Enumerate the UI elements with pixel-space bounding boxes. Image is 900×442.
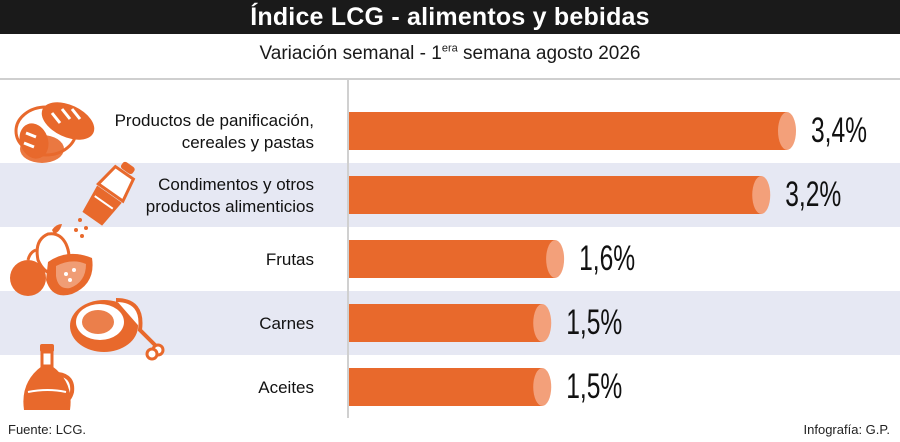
bar-cap	[752, 176, 771, 214]
bar	[349, 240, 556, 278]
meat-icon	[70, 298, 165, 361]
bar-cap	[546, 240, 565, 278]
category-label: cereales y pastas	[182, 133, 314, 152]
source-note: Fuente: LCG.	[8, 422, 87, 437]
bars	[349, 112, 796, 406]
category-label: Carnes	[259, 314, 314, 333]
chart-subtitle: Variación semanal - 1era semana agosto 2…	[0, 34, 900, 74]
chart-title: Índice LCG - alimentos y bebidas	[0, 0, 900, 34]
bar	[349, 176, 762, 214]
value-label: 1,5%	[566, 367, 622, 406]
bar	[349, 368, 543, 406]
bar-cap	[778, 112, 796, 150]
bar-cap	[533, 304, 552, 342]
value-labels: 3,4% 3,2% 1,6% 1,5% 1,5%	[566, 111, 867, 406]
category-label: Condimentos y otros	[158, 175, 314, 194]
subtitle-superscript: era	[441, 42, 458, 55]
header-rule	[0, 78, 900, 80]
value-label: 1,6%	[579, 239, 635, 278]
category-label: Productos de panificación,	[115, 111, 314, 130]
bar	[349, 112, 787, 150]
category-label: Frutas	[266, 250, 314, 269]
oil-bottle-icon	[23, 344, 75, 410]
value-label: 3,2%	[785, 175, 841, 214]
value-label: 1,5%	[566, 303, 622, 342]
bar	[349, 304, 543, 342]
subtitle-tail: semana agosto 2026	[457, 43, 641, 64]
fruits-icon	[10, 224, 93, 296]
subtitle-main: Variación semanal - 1	[259, 43, 442, 64]
category-label: Aceites	[258, 378, 314, 397]
category-labels: Productos de panificación, cereales y pas…	[115, 111, 314, 397]
bar-cap	[533, 368, 552, 406]
pepper-grinder-icon	[74, 161, 136, 238]
credit-note: Infografía: G.P.	[803, 422, 890, 437]
category-icons	[10, 102, 165, 410]
category-label: productos alimenticios	[146, 197, 314, 216]
value-label: 3,4%	[811, 111, 867, 150]
bread-icon	[14, 102, 95, 163]
